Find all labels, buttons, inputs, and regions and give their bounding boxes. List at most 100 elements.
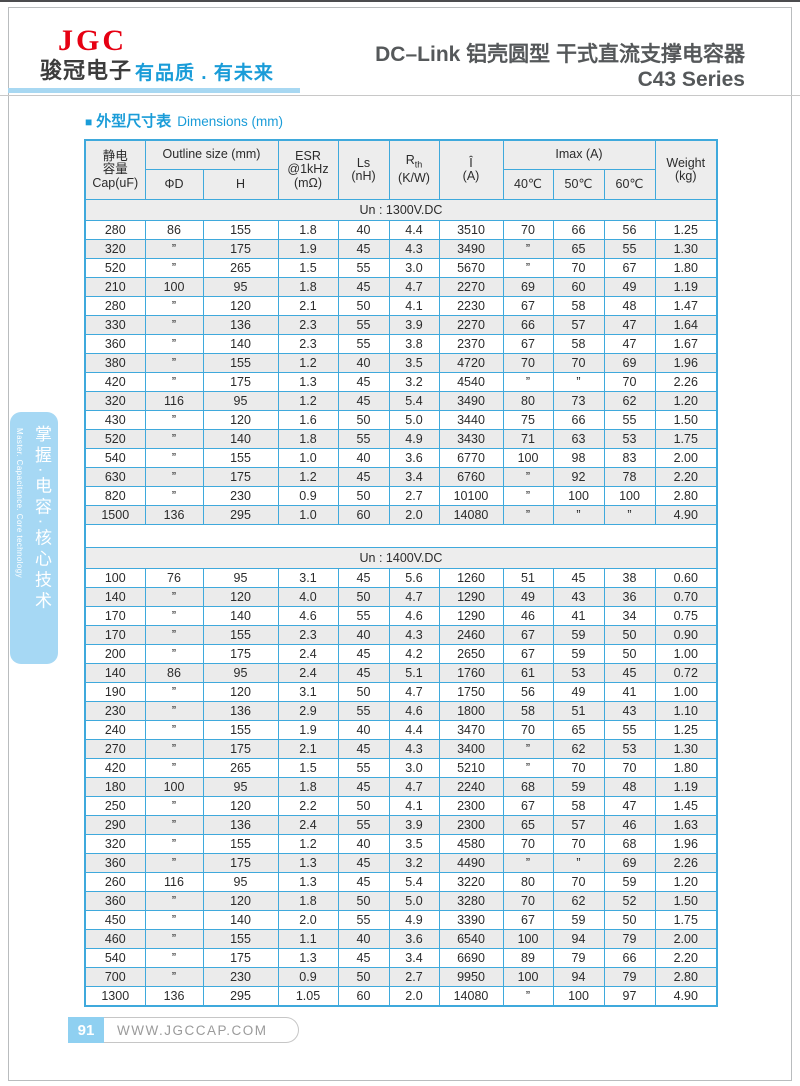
table-cell: 36 xyxy=(603,587,656,607)
table-cell: 2.80 xyxy=(654,486,718,506)
table-cell: 40 xyxy=(337,929,390,949)
table-cell: 1.9 xyxy=(277,239,339,259)
table-cell: 1.00 xyxy=(654,644,718,664)
table-cell: 1.8 xyxy=(277,777,339,797)
table-cell: ” xyxy=(144,910,204,930)
table-cell: 4.3 xyxy=(388,739,440,759)
table-cell: 4720 xyxy=(438,353,504,373)
table-cell: 41 xyxy=(552,606,605,626)
table-cell: 58 xyxy=(552,334,605,354)
table-cell: 3.2 xyxy=(388,853,440,873)
table-cell: 1.3 xyxy=(277,872,339,892)
col-header-peak-current: Î (A) xyxy=(438,139,504,200)
table-cell: 1.8 xyxy=(277,277,339,297)
table-cell: 94 xyxy=(552,929,605,949)
table-row: 820” 230 0.9 50 2.7 10100” 100 100 2.80 xyxy=(84,486,718,506)
section-title: ■ 外型尺寸表 Dimensions (mm) xyxy=(85,110,283,131)
table-cell: 230 xyxy=(84,701,146,721)
table-cell: 155 xyxy=(202,625,279,645)
table-cell: 3.1 xyxy=(277,568,339,588)
table-cell: 40 xyxy=(337,720,390,740)
table-cell: 140 xyxy=(202,334,279,354)
table-cell: 47 xyxy=(603,796,656,816)
table-cell: 14080 xyxy=(438,986,504,1007)
table-cell: 5.0 xyxy=(388,410,440,430)
table-cell: 2230 xyxy=(438,296,504,316)
section-separator-cell xyxy=(84,524,718,548)
table-cell: 155 xyxy=(202,353,279,373)
table-cell: 1750 xyxy=(438,682,504,702)
table-cell: 52 xyxy=(603,891,656,911)
table-cell: 70 xyxy=(603,758,656,778)
table-cell: 1.3 xyxy=(277,372,339,392)
table-cell: 2.20 xyxy=(654,467,718,487)
table-cell: 55 xyxy=(337,258,390,278)
table-cell: 4580 xyxy=(438,834,504,854)
table-cell: ” xyxy=(144,372,204,392)
table-cell: 2300 xyxy=(438,796,504,816)
table-row: 280 86 155 1.8 40 4.4 3510 70 66 56 1.25 xyxy=(84,220,718,240)
table-cell: 210 xyxy=(84,277,146,297)
table-cell: 2.4 xyxy=(277,815,339,835)
table-cell: 50 xyxy=(337,682,390,702)
table-cell: 55 xyxy=(337,758,390,778)
table-cell: 116 xyxy=(144,872,204,892)
table-cell: 1.0 xyxy=(277,448,339,468)
table-cell: 71 xyxy=(502,429,554,449)
voltage-section-label: Un : 1400V.DC xyxy=(84,547,718,569)
table-cell: 120 xyxy=(202,682,279,702)
table-cell: 1760 xyxy=(438,663,504,683)
table-cell: 45 xyxy=(337,239,390,259)
table-cell: 4.7 xyxy=(388,277,440,297)
table-cell: 97 xyxy=(603,986,656,1007)
table-cell: 120 xyxy=(202,587,279,607)
table-cell: 5.6 xyxy=(388,568,440,588)
table-cell: 50 xyxy=(337,796,390,816)
col-header-50c: 50℃ xyxy=(552,169,605,200)
table-cell: 63 xyxy=(552,429,605,449)
table-cell: ” xyxy=(144,606,204,626)
table-cell: 230 xyxy=(202,967,279,987)
table-cell: 86 xyxy=(144,220,204,240)
table-cell: 2.20 xyxy=(654,948,718,968)
table-cell: 3.6 xyxy=(388,448,440,468)
table-cell: 50 xyxy=(337,891,390,911)
table-cell: 240 xyxy=(84,720,146,740)
col-header-imax: Imax (A) xyxy=(502,139,656,170)
table-cell: 34 xyxy=(603,606,656,626)
table-cell: 60 xyxy=(552,277,605,297)
table-row: 140” 120 4.0 50 4.7 1290 49 43 36 0.70 xyxy=(84,587,718,607)
table-cell: 1.64 xyxy=(654,315,718,335)
table-cell: 49 xyxy=(552,682,605,702)
table-cell: 3.1 xyxy=(277,682,339,702)
table-cell: 3.5 xyxy=(388,834,440,854)
table-cell: 67 xyxy=(502,910,554,930)
table-cell: 420 xyxy=(84,372,146,392)
table-cell: 50 xyxy=(603,625,656,645)
table-cell: 175 xyxy=(202,739,279,759)
table-cell: 100 xyxy=(603,486,656,506)
table-cell: 57 xyxy=(552,315,605,335)
table-cell: 79 xyxy=(603,967,656,987)
table-row: 320” 155 1.2 40 3.5 4580 70 70 68 1.96 xyxy=(84,834,718,854)
table-cell: 95 xyxy=(202,391,279,411)
table-cell: 2.7 xyxy=(388,967,440,987)
table-cell: ” xyxy=(144,410,204,430)
col-header-40c: 40℃ xyxy=(502,169,554,200)
table-cell: 47 xyxy=(603,315,656,335)
table-cell: 65 xyxy=(502,815,554,835)
table-cell: 4.2 xyxy=(388,644,440,664)
table-cell: ” xyxy=(144,967,204,987)
table-cell: 1.25 xyxy=(654,220,718,240)
table-cell: 360 xyxy=(84,891,146,911)
table-cell: 1.10 xyxy=(654,701,718,721)
table-cell: 136 xyxy=(202,701,279,721)
table-cell: 4.7 xyxy=(388,587,440,607)
table-cell: 2.4 xyxy=(277,663,339,683)
table-cell: 1.96 xyxy=(654,353,718,373)
table-cell: 4.7 xyxy=(388,777,440,797)
table-cell: 1.80 xyxy=(654,758,718,778)
table-row: 330” 136 2.3 55 3.9 2270 66 57 47 1.64 xyxy=(84,315,718,335)
table-cell: 100 xyxy=(502,929,554,949)
table-cell: 4.9 xyxy=(388,910,440,930)
